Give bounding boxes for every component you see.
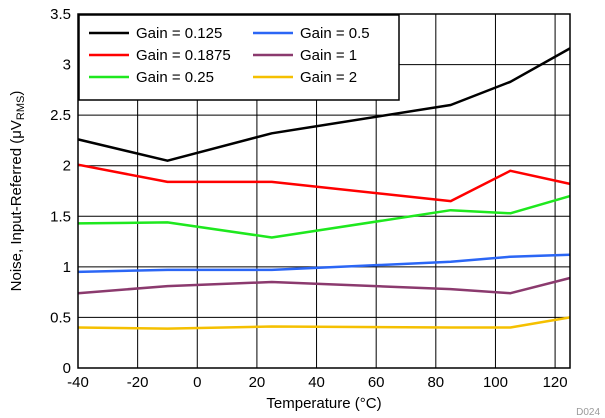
legend-label: Gain = 2 <box>300 69 357 86</box>
legend-label: Gain = 0.5 <box>300 25 370 42</box>
legend-label: Gain = 0.125 <box>136 25 222 42</box>
series-lines <box>77 47 571 330</box>
y-tick-label: 3.5 <box>50 6 71 23</box>
y-tick-label: 1 <box>63 259 71 276</box>
figure-code: D024 <box>576 407 600 418</box>
series-line-1 <box>77 47 571 162</box>
x-tick-label: 120 <box>543 374 568 391</box>
series-line-2 <box>77 163 571 203</box>
legend-label: Gain = 0.25 <box>136 69 214 86</box>
y-axis-title-subscript: RMS <box>15 96 27 120</box>
plot-frame <box>77 13 571 369</box>
x-tick-label: 60 <box>368 374 385 391</box>
y-tick-label: 3 <box>63 57 71 74</box>
x-tick-label: 40 <box>308 374 325 391</box>
y-tick-label: 2.5 <box>50 107 71 124</box>
y-tick-label: 1.5 <box>50 208 71 225</box>
legend: Gain = 0.125 Gain = 0.1875 Gain = 0.25 Gain… <box>78 14 400 101</box>
series-line-3 <box>77 194 571 239</box>
series-line-4 <box>77 253 571 274</box>
y-tick-label: 0.5 <box>50 309 71 326</box>
x-tick-label: 20 <box>249 374 266 391</box>
x-tick-label: -40 <box>67 374 89 391</box>
y-tick-label: 2 <box>63 158 71 175</box>
x-axis-title: Temperature (°C) <box>266 395 381 412</box>
x-tick-label: 100 <box>483 374 508 391</box>
series-line-5 <box>77 276 571 295</box>
x-tick-label: 0 <box>193 374 201 391</box>
y-axis-title: Noise, Input-Referred (μVRMS) <box>8 91 27 292</box>
series-line-6 <box>77 316 571 330</box>
tick-labels: -40 -20 0 20 40 60 80 100 120 0 0.5 1 1.5 2 2.5 3 3.5 <box>50 6 567 391</box>
y-axis-title-end: ) <box>8 91 25 96</box>
y-tick-label: 0 <box>63 360 71 377</box>
legend-label: Gain = 1 <box>300 47 357 64</box>
y-axis-title-main: Noise, Input-Referred (μV <box>8 120 25 291</box>
x-tick-label: 80 <box>427 374 444 391</box>
x-tick-label: -20 <box>127 374 149 391</box>
legend-box <box>78 14 400 101</box>
legend-label: Gain = 0.1875 <box>136 47 231 64</box>
